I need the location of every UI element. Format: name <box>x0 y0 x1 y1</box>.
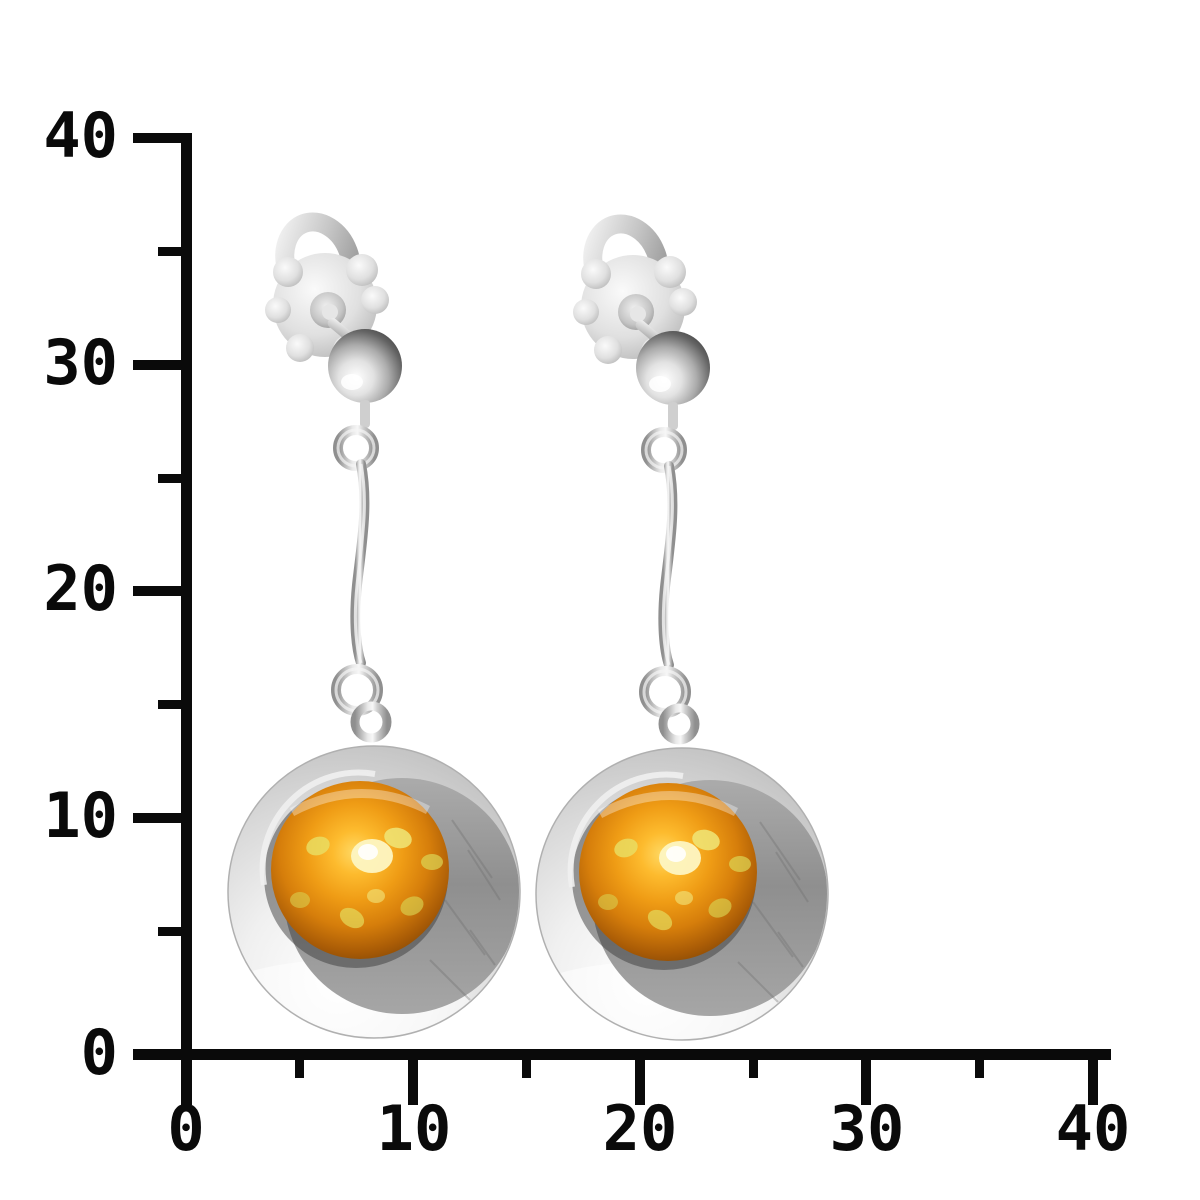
x-axis-label: 40 <box>1055 1092 1131 1165</box>
x-axis-label: 30 <box>829 1092 905 1165</box>
y-axis-major-tick <box>133 813 181 823</box>
y-axis-label: 0 <box>80 1016 118 1089</box>
x-axis-major-tick <box>635 1049 645 1105</box>
x-axis-major-tick <box>1088 1049 1098 1105</box>
x-axis-label: 0 <box>167 1092 205 1165</box>
x-axis-minor-tick <box>522 1049 531 1078</box>
x-axis-major-tick <box>861 1049 871 1105</box>
left-earring <box>210 213 520 1044</box>
x-axis-minor-tick <box>975 1049 984 1078</box>
y-axis-label: 40 <box>43 99 118 172</box>
x-axis-label: 10 <box>376 1092 452 1165</box>
x-axis-major-tick <box>408 1049 418 1105</box>
y-axis-minor-tick <box>158 474 181 483</box>
y-axis-minor-tick <box>158 247 181 256</box>
y-axis-label: 20 <box>43 552 118 625</box>
y-axis-minor-tick <box>158 700 181 709</box>
y-axis-label: 30 <box>43 326 118 399</box>
right-earring <box>518 215 828 1046</box>
y-axis-label: 10 <box>43 779 118 852</box>
y-axis-minor-tick <box>158 927 181 936</box>
x-axis-line <box>133 1049 1111 1060</box>
y-axis-major-tick <box>133 1049 181 1059</box>
y-axis-major-tick <box>133 133 181 143</box>
x-axis-minor-tick <box>749 1049 758 1078</box>
x-axis-minor-tick <box>295 1049 304 1078</box>
y-axis-major-tick <box>133 360 181 370</box>
y-axis-line <box>181 133 192 1105</box>
y-axis-major-tick <box>133 586 181 596</box>
x-axis-label: 20 <box>602 1092 678 1165</box>
